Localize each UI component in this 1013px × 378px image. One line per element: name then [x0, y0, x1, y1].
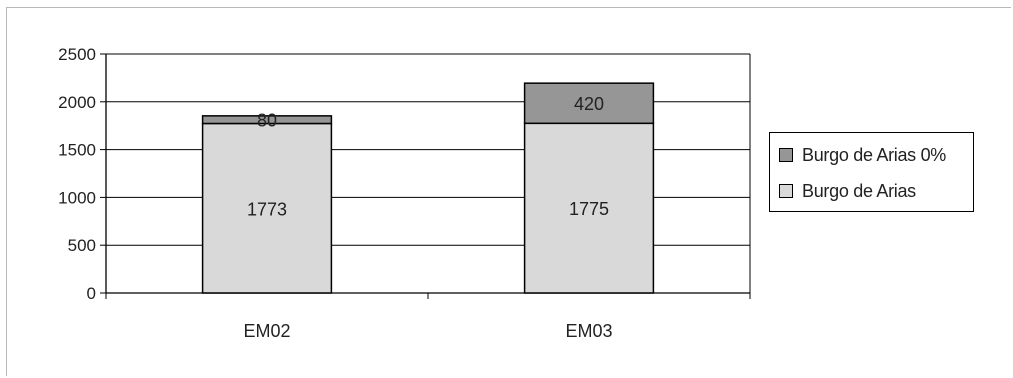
x-tick-label: EM02	[243, 321, 290, 341]
y-tick-label: 0	[87, 284, 96, 303]
bar-segment	[523, 122, 655, 294]
x-tick-label: EM03	[565, 321, 612, 341]
y-tick-label: 2000	[58, 93, 96, 112]
y-tick-label: 500	[68, 236, 96, 255]
chart-frame	[6, 7, 1011, 376]
legend-item-1: Burgo de Arias	[779, 179, 916, 203]
legend-item-0: Burgo de Arias 0%	[779, 143, 946, 167]
bars	[201, 82, 655, 294]
y-tick-label: 2500	[58, 45, 96, 64]
y-tick-label: 1500	[58, 141, 96, 160]
labels: 1773 80 1775 420	[247, 94, 609, 219]
data-label: 80	[257, 111, 277, 131]
bar-segment	[201, 115, 333, 125]
legend: Burgo de Arias 0% Burgo de Arias	[769, 132, 974, 212]
legend-label: Burgo de Arias 0%	[802, 144, 946, 165]
y-tick-label: 1000	[58, 188, 96, 207]
bar-segment	[523, 82, 655, 125]
legend-swatch	[779, 148, 793, 162]
data-label: 1775	[569, 199, 609, 219]
legend-label: Burgo de Arias	[802, 180, 916, 201]
data-label: 420	[574, 94, 604, 114]
data-label: 1773	[247, 199, 287, 219]
legend-swatch	[779, 184, 793, 198]
